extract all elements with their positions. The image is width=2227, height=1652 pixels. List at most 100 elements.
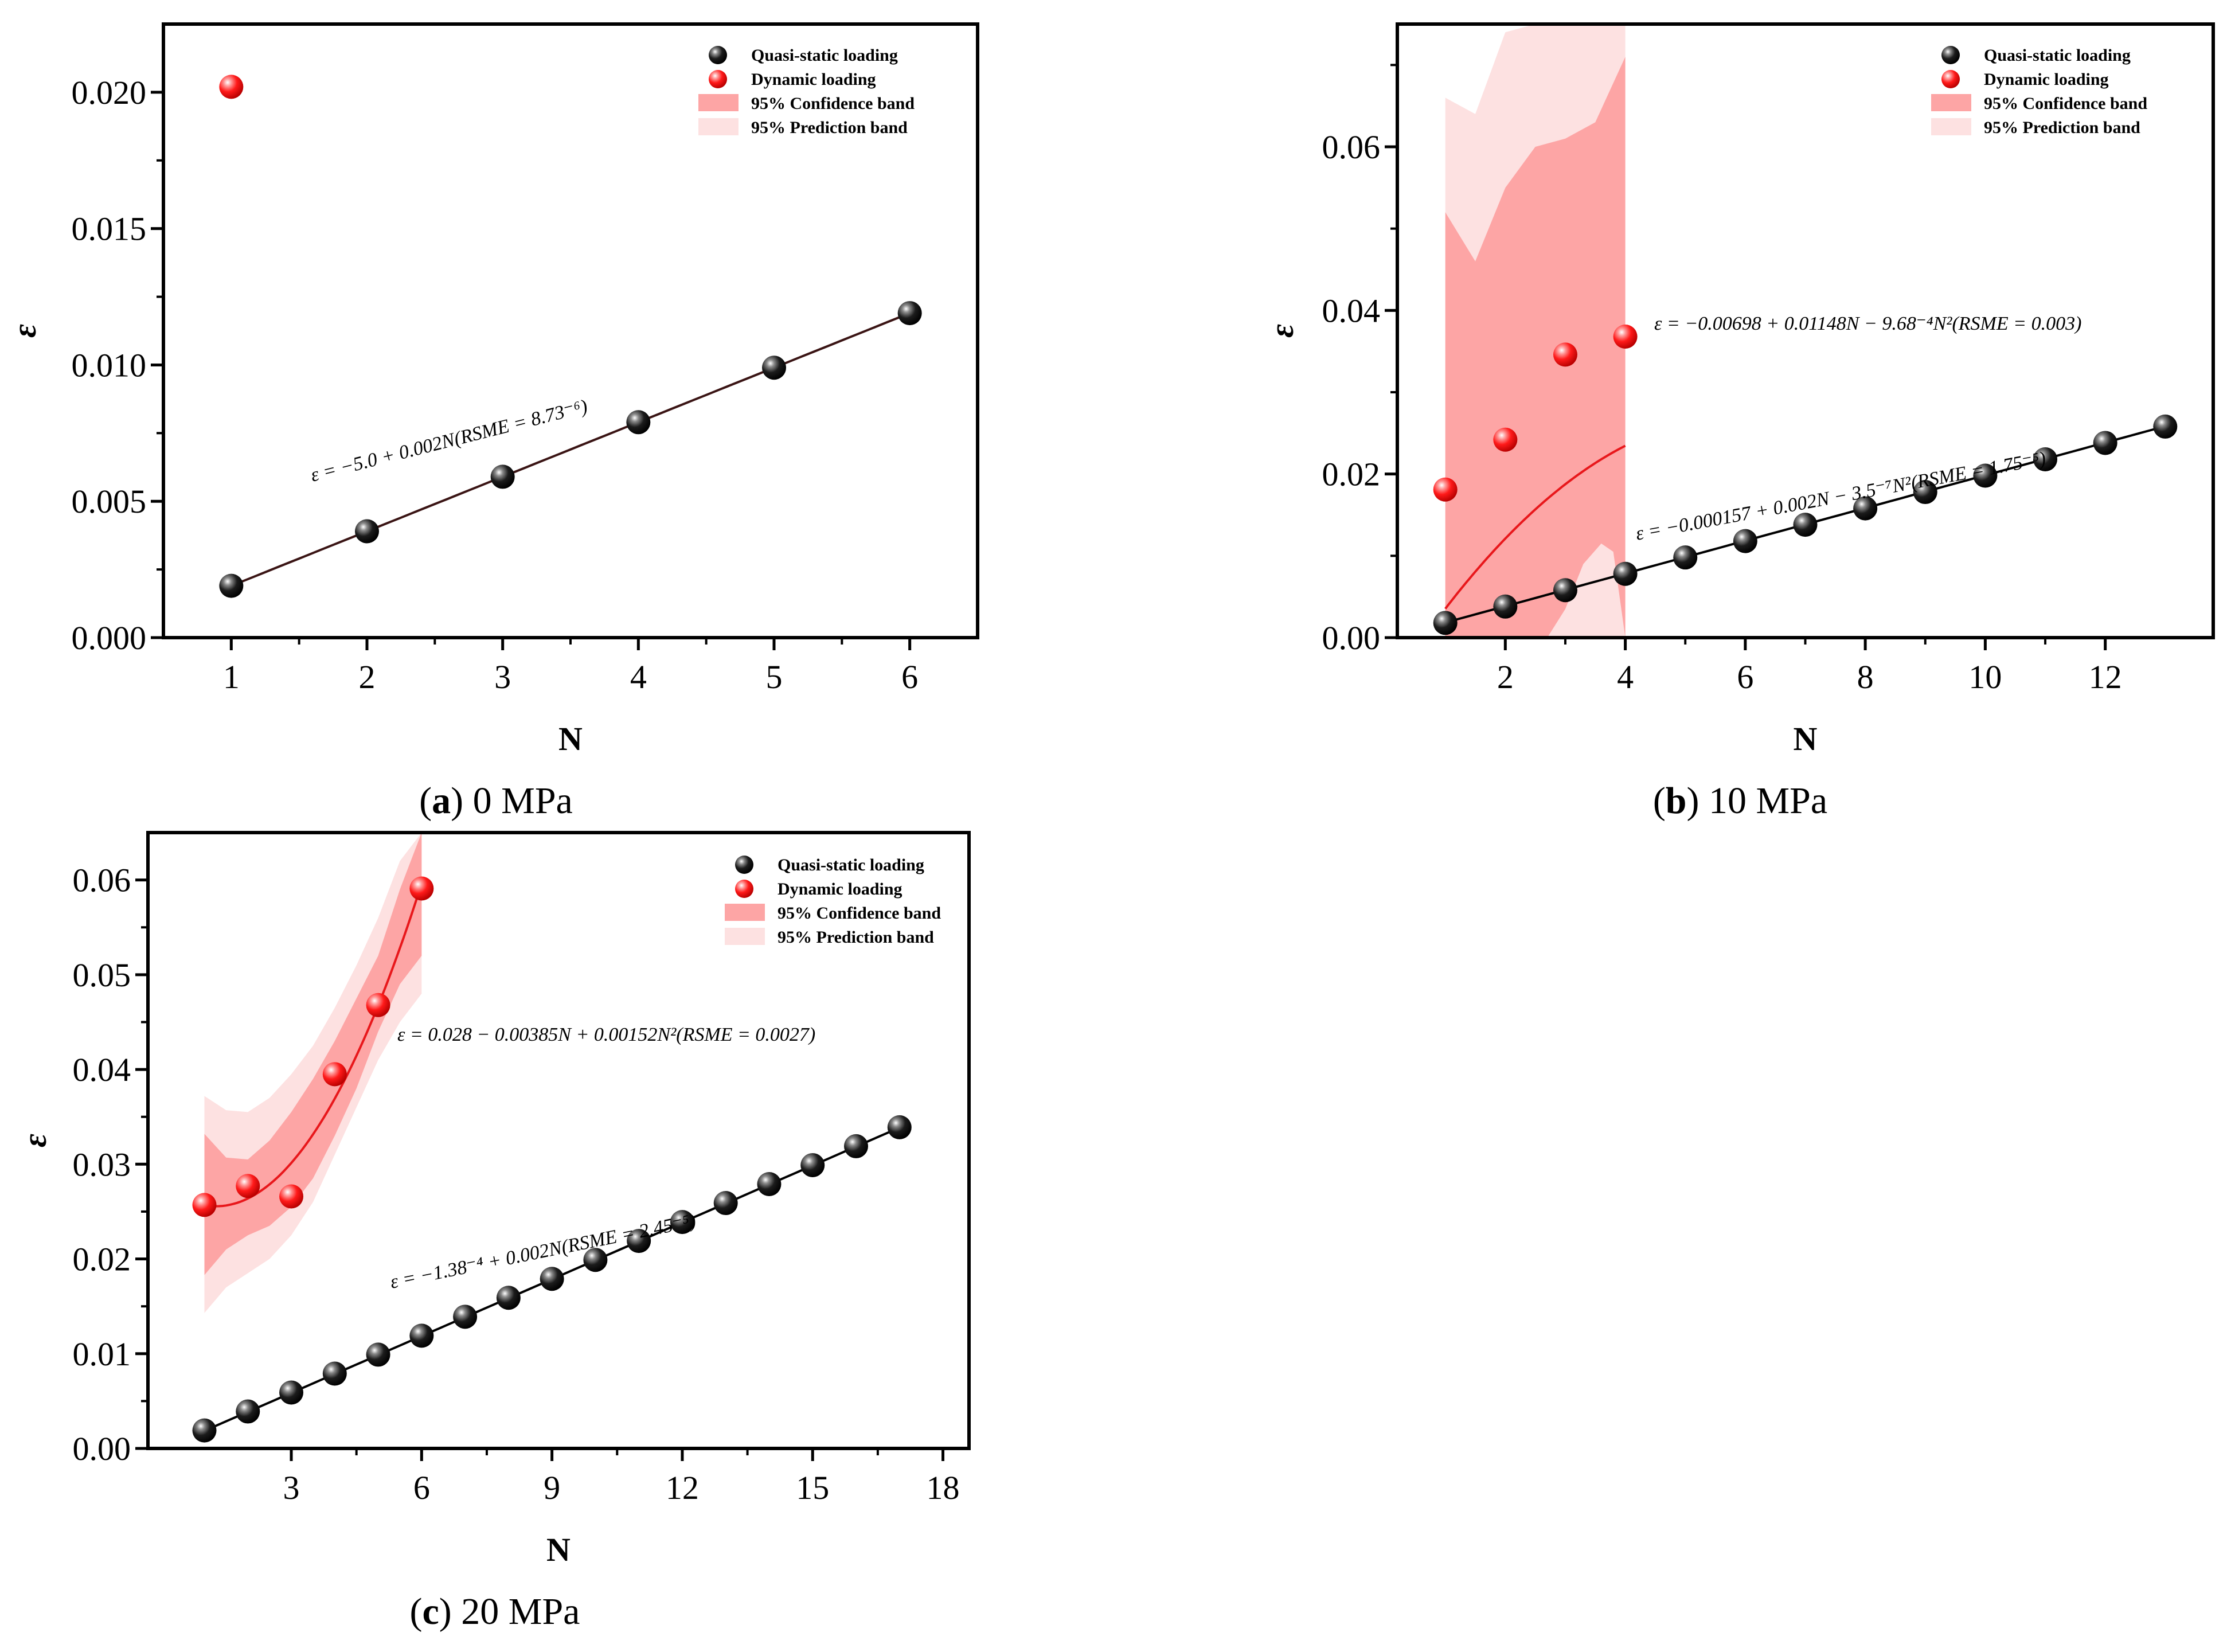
quasi-static-point (1733, 529, 1757, 553)
caption-b: (b) 10 MPa (1653, 780, 1827, 822)
x-tick-label: 5 (766, 658, 783, 696)
caption-letter-c: c (423, 1591, 439, 1633)
x-axis-title-c: N (546, 1531, 571, 1568)
plot-frame-a (162, 22, 979, 639)
x-tick-label: 10 (1968, 658, 2002, 696)
quasi-static-point (322, 1361, 347, 1386)
quasi-static-point (627, 1229, 651, 1253)
panel-c: 3 6 9 12 15 18 0.00 0.01 0.02 0.03 0.04 0.05 0.06 ε … (16, 831, 971, 1633)
points-b (1433, 324, 2178, 635)
legend-marker-dynamic (709, 70, 727, 88)
caption-pressure-a: 0 MPa (463, 780, 573, 822)
fit-equation: ε = −0.00698 + 0.01148N − 9.68⁻⁴N²(RSME … (1654, 313, 2081, 334)
x-tick-label: 3 (494, 658, 511, 696)
x-tick-label: 6 (901, 658, 918, 696)
y-tick-label: 0.04 (73, 1051, 131, 1088)
x-tick-label: 15 (796, 1469, 829, 1506)
prediction-band-lower (1547, 543, 1626, 638)
quasi-static-point (670, 1210, 694, 1235)
panel-a: 1 2 3 4 5 6 0.000 0.005 0.010 0.015 0.020 ε = −5.0… (6, 22, 979, 822)
ticks-b: 2 4 6 8 10 12 0.00 0.02 0.04 0.06 (1322, 64, 2122, 696)
caption-pressure-b: 10 MPa (1699, 780, 1828, 822)
y-tick-label: 0.005 (72, 483, 147, 520)
x-tick-label: 12 (2089, 658, 2122, 696)
legend-c: Quasi-static loading Dynamic loading 95% C… (725, 856, 941, 947)
x-tick-label: 12 (666, 1469, 699, 1506)
quasi-static-point (236, 1399, 260, 1424)
legend-b: Quasi-static loading Dynamic loading 95% C… (1931, 46, 2147, 137)
y-tick-label: 0.02 (1322, 456, 1381, 493)
quasi-static-point (2153, 414, 2178, 439)
legend-item-confidence: 95% Confidence band (725, 904, 941, 923)
legend-item-prediction: 95% Prediction band (698, 118, 908, 137)
y-tick-label: 0.03 (73, 1146, 131, 1183)
legend-label-dynamic: Dynamic loading (751, 70, 876, 89)
y-axis-title-a: ε (6, 324, 43, 338)
y-tick-label: 0.01 (73, 1335, 131, 1373)
panel-b: 2 4 6 8 10 12 0.00 0.02 0.04 0.06 ε = −0.00698 + … (1263, 22, 2215, 822)
legend-label-dynamic: Dynamic loading (1984, 70, 2109, 89)
quasi-static-point (1973, 463, 1998, 488)
y-tick-label: 0.000 (72, 619, 147, 657)
legend-label-quasi: Quasi-static loading (778, 856, 924, 874)
legend-swatch-confidence (1931, 94, 1971, 111)
quasi-static-point (366, 1342, 390, 1367)
quasi-static-point (1913, 480, 1937, 505)
legend-swatch-prediction (725, 928, 765, 945)
y-tick-label: 0.015 (72, 210, 147, 248)
legend-item-dynamic: Dynamic loading (735, 880, 902, 899)
dynamic-point (322, 1062, 347, 1087)
legend-item-dynamic: Dynamic loading (1941, 70, 2109, 89)
dynamic-point (1553, 342, 1577, 367)
y-tick-label: 0.00 (1322, 619, 1381, 657)
dynamic-fit-line (204, 883, 423, 1208)
confidence-band (1445, 57, 1626, 638)
quasi-static-point (496, 1286, 521, 1310)
x-tick-label: 18 (927, 1469, 960, 1506)
legend-marker-quasi (1941, 46, 1960, 64)
fits-a (230, 312, 911, 587)
y-tick-label: 0.06 (1322, 128, 1381, 166)
points-a (219, 75, 922, 598)
caption-a: (a) 0 MPa (419, 780, 573, 822)
quasi-static-point (583, 1248, 608, 1272)
dynamic-point (409, 876, 434, 901)
x-tick-label: 1 (223, 658, 240, 696)
legend-item-confidence: 95% Confidence band (698, 94, 915, 113)
quasi-static-point (540, 1267, 564, 1291)
legend-swatch-prediction (1931, 118, 1971, 135)
bands-b (1445, 24, 1626, 638)
fit-equation: ε = −0.000157 + 0.002N − 3.5⁻⁷N²(RSME = … (1634, 448, 2048, 545)
legend-label-confidence: 95% Confidence band (778, 904, 941, 923)
y-axis-title-b: ε (1263, 324, 1300, 338)
quasi-static-point (626, 410, 651, 435)
confidence-band (204, 833, 422, 1275)
caption-pressure-c: 20 MPa (452, 1591, 580, 1633)
quasi-static-point (219, 573, 244, 598)
quasi-static-point (1613, 561, 1638, 586)
x-tick-label: 8 (1857, 658, 1874, 696)
x-axis-title-a: N (558, 720, 583, 757)
legend-swatch-confidence (698, 94, 739, 111)
quasi-static-point (887, 1115, 912, 1139)
legend-marker-quasi (709, 46, 727, 64)
quasi-fit-line (230, 312, 911, 587)
dynamic-point (1493, 427, 1518, 452)
quasi-static-point (757, 1172, 782, 1197)
x-tick-label: 6 (413, 1469, 430, 1506)
legend-item-quasi: Quasi-static loading (735, 856, 924, 874)
dynamic-point (1433, 477, 1458, 502)
y-axis-title-c: ε (16, 1134, 53, 1147)
quasi-static-point (409, 1323, 434, 1348)
dynamic-point (366, 993, 390, 1017)
x-tick-label: 9 (544, 1469, 560, 1506)
y-tick-label: 0.020 (72, 74, 147, 111)
dynamic-point (236, 1174, 260, 1198)
quasi-static-point (1493, 594, 1518, 619)
dynamic-point (1613, 324, 1638, 349)
legend-swatch-prediction (698, 118, 739, 135)
quasi-static-point (897, 301, 922, 326)
quasi-static-point (2033, 447, 2058, 471)
legend-marker-dynamic (735, 880, 753, 898)
dynamic-point (192, 1193, 217, 1217)
